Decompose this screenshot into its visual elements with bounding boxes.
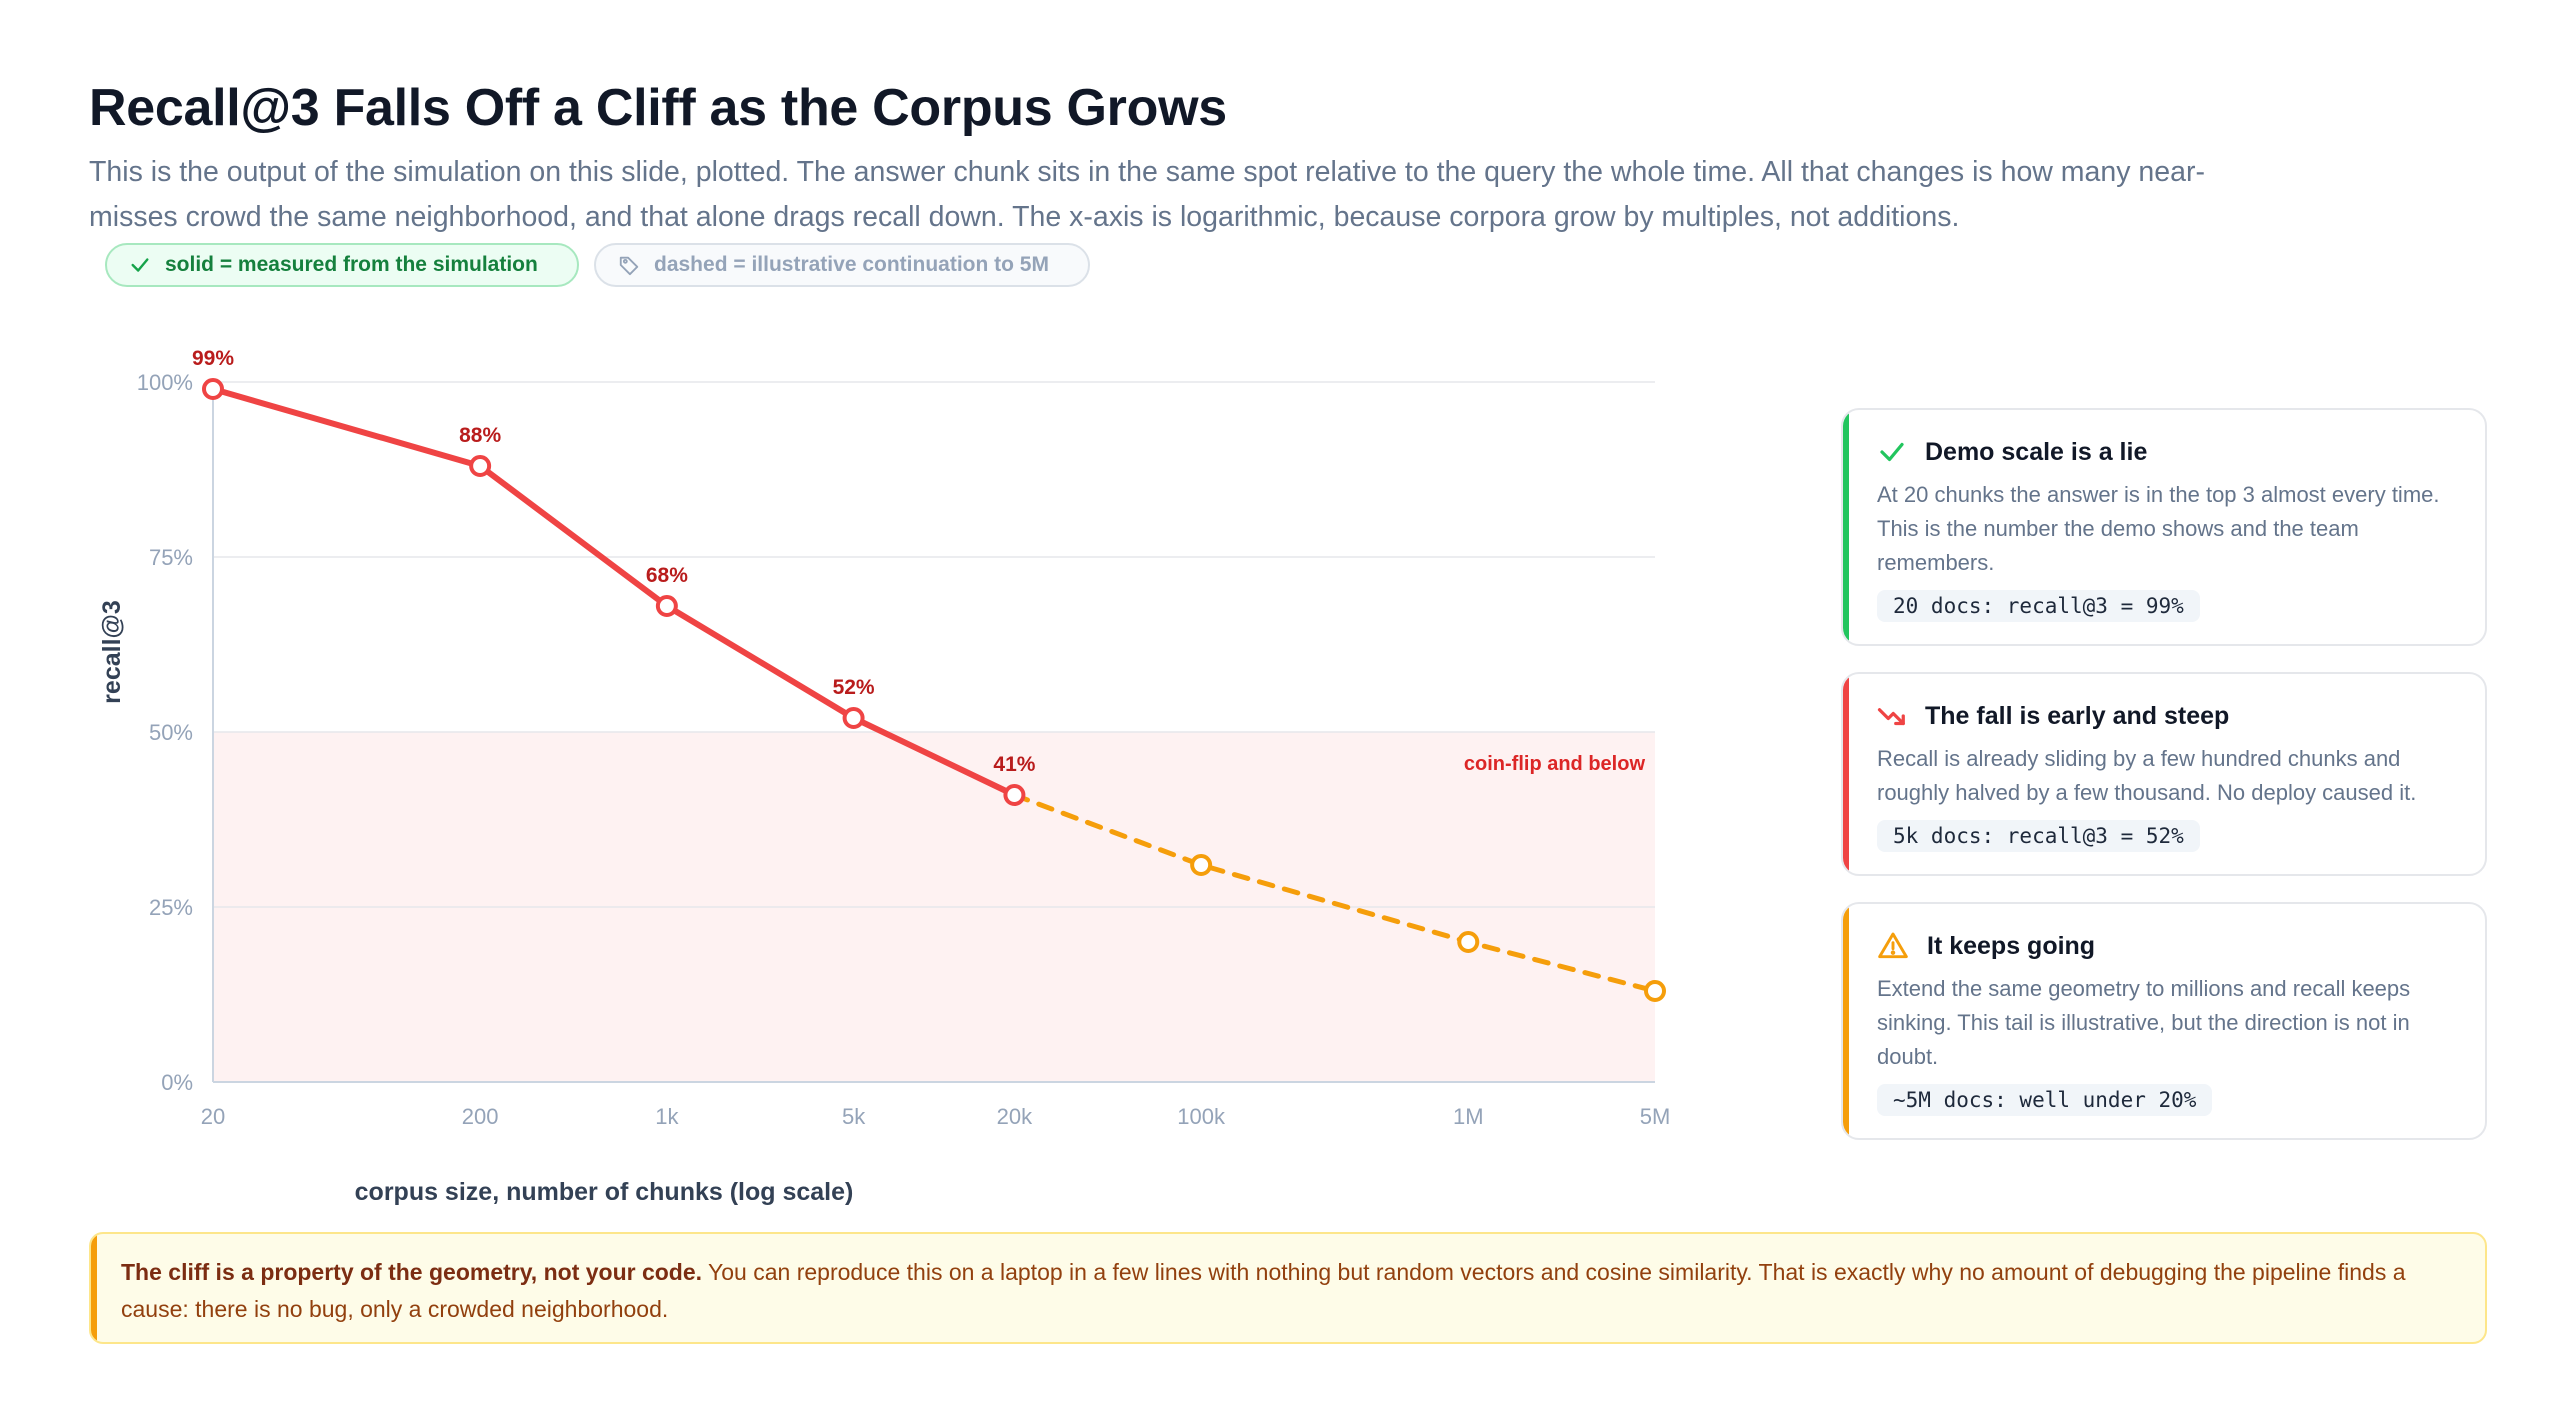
card-body: At 20 chunks the answer is in the top 3 …: [1877, 482, 2440, 575]
geometry-note: The cliff is a property of the geometry,…: [89, 1232, 2487, 1344]
y-tick-label: 100%: [137, 370, 193, 395]
data-point: [655, 595, 678, 617]
page-title: Recall@3 Falls Off a Cliff as the Corpus…: [89, 79, 1227, 137]
card-fall-early: The fall is early and steep Recall is al…: [1841, 672, 2487, 876]
legend-pill-dashed: dashed = illustrative continuation to 5M: [594, 243, 1090, 287]
check-icon: [131, 258, 149, 272]
x-tick-label: 100k: [1177, 1104, 1226, 1129]
card-title: It keeps going: [1927, 931, 2096, 960]
card-body: Extend the same geometry to millions and…: [1877, 976, 2411, 1069]
band-label: coin-flip and below: [1464, 753, 1646, 775]
y-tick-label: 25%: [149, 895, 193, 920]
trending-down-icon: [1877, 708, 1905, 726]
y-tick-label: 0%: [161, 1070, 193, 1095]
data-point: [1190, 854, 1213, 876]
data-label: 52%: [833, 676, 875, 699]
x-tick-label: 20k: [997, 1104, 1033, 1129]
data-point: [469, 455, 492, 477]
note-text: You can reproduce this on a laptop in a …: [121, 1259, 2406, 1322]
y-axis-title: recall@3: [98, 600, 126, 704]
card-code: ~5M docs: well under 20%: [1877, 1084, 2213, 1116]
x-tick-label: 5M: [1640, 1104, 1671, 1129]
legend-pill-solid: solid = measured from the simulation: [105, 243, 579, 287]
legend-pill-solid-label: solid = measured from the simulation: [165, 253, 538, 276]
x-axis-title: corpus size, number of chunks (log scale…: [355, 1178, 854, 1206]
card-demo-scale: Demo scale is a lie At 20 chunks the ans…: [1841, 408, 2487, 646]
x-tick-label: 200: [462, 1104, 499, 1129]
y-tick-label: 75%: [149, 545, 193, 570]
x-tick-label: 5k: [842, 1104, 866, 1129]
card-keeps-going: It keeps going Extend the same geometry …: [1841, 902, 2487, 1140]
x-tick-label: 20: [201, 1104, 225, 1129]
x-tick-label: 1k: [655, 1104, 679, 1129]
data-point: [1003, 784, 1026, 806]
card-title: Demo scale is a lie: [1925, 437, 2148, 466]
card-body: Recall is already sliding by a few hundr…: [1877, 746, 2417, 805]
data-point: [202, 378, 224, 400]
series-line-dashed: [1011, 792, 1658, 994]
data-label: 68%: [646, 564, 688, 587]
data-label: 99%: [192, 347, 234, 370]
card-title: The fall is early and steep: [1925, 701, 2230, 730]
page-subtitle: This is the output of the simulation on …: [89, 156, 2205, 233]
data-point: [1457, 931, 1480, 953]
data-label: 88%: [459, 424, 501, 447]
recall-chart: coin-flip and below 0% 25% 50% 75% 100% 20 200…: [98, 347, 1671, 1206]
legend-pill-dashed-label: dashed = illustrative continuation to 5M: [654, 253, 1049, 276]
data-point: [842, 707, 865, 729]
note-bold: The cliff is a property of the geometry,…: [121, 1259, 703, 1285]
y-tick-label: 50%: [149, 720, 193, 745]
data-point: [1644, 980, 1666, 1002]
check-icon: [1880, 442, 1904, 462]
tag-icon: [619, 256, 639, 276]
data-label: 41%: [993, 753, 1035, 776]
card-code: 20 docs: recall@3 = 99%: [1877, 590, 2200, 622]
warning-icon: [1878, 932, 1908, 959]
card-code: 5k docs: recall@3 = 52%: [1877, 820, 2200, 852]
x-tick-label: 1M: [1453, 1104, 1484, 1129]
